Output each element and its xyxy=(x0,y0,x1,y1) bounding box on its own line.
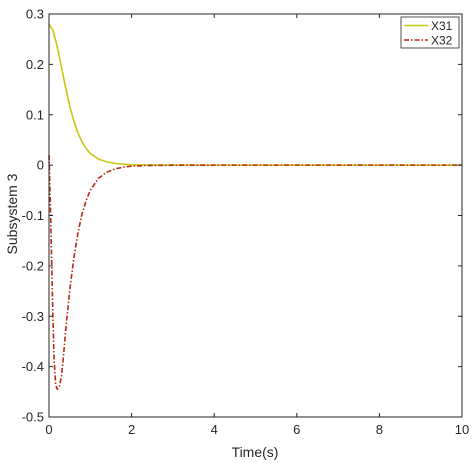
x-tick-label: 10 xyxy=(455,422,469,437)
series-line-x32 xyxy=(48,155,462,391)
x-tick-label: 2 xyxy=(128,422,135,437)
y-tick-label: 0.2 xyxy=(26,57,44,72)
x-tick-label: 8 xyxy=(376,422,383,437)
x-tick-label: 0 xyxy=(45,422,52,437)
y-tick-label: -0.2 xyxy=(22,258,44,273)
x-axis-label: Time(s) xyxy=(232,444,279,460)
legend-label-x32: X32 xyxy=(431,34,453,48)
y-axis-label: Subsystem 3 xyxy=(4,173,20,254)
x-tick-label: 6 xyxy=(293,422,300,437)
plot-frame xyxy=(48,13,463,418)
legend-label-x31: X31 xyxy=(431,19,453,33)
ticks-layer: 0 2 4 6 8 10 0.3 0.2 0.1 0 -0.1 -0.2 -0.3 -0.4 -0.5 xyxy=(22,7,470,438)
y-tick-label: 0.3 xyxy=(26,7,44,22)
y-tick-label: -0.5 xyxy=(22,410,44,425)
legend-box xyxy=(400,16,460,49)
y-tick-label: 0 xyxy=(37,158,44,173)
legend: X31 X32 xyxy=(400,16,460,49)
y-tick-label: 0.1 xyxy=(26,107,44,122)
x-tick-label: 4 xyxy=(211,422,218,437)
series-layer xyxy=(48,23,462,391)
y-tick-label: -0.4 xyxy=(22,359,44,374)
y-tick-label: -0.3 xyxy=(22,309,44,324)
y-tick-label: -0.1 xyxy=(22,208,44,223)
